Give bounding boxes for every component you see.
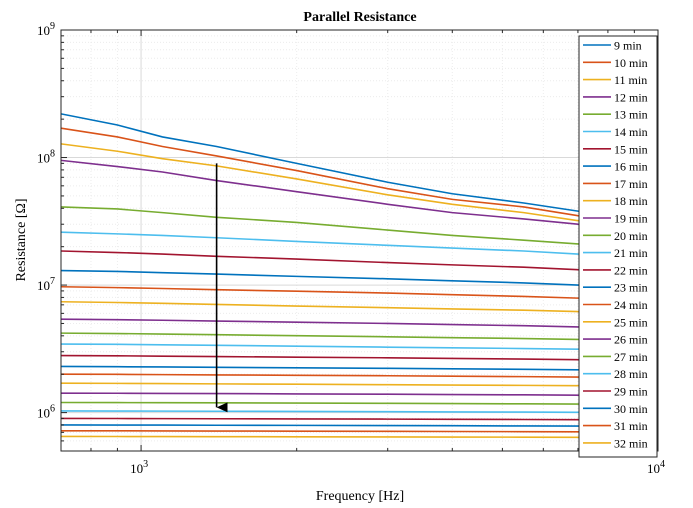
legend-entry: 16 min [583, 160, 648, 174]
series-line [61, 332, 658, 342]
y-axis-label: Resistance [Ω] [14, 198, 29, 281]
series-line [61, 354, 658, 362]
legend: 9 min 10 min 11 min 12 min 13 min 14 min 15 mi… [578, 35, 658, 458]
series-line [61, 435, 658, 439]
x-tick-label: 104 [647, 459, 665, 476]
legend-entry: 23 min [583, 281, 648, 295]
legend-label: 17 min [614, 177, 648, 191]
series-layer [61, 113, 658, 439]
legend-entry: 9 min [583, 39, 642, 53]
legend-label: 30 min [614, 402, 648, 416]
legend-entry: 32 min [583, 436, 648, 450]
legend-entry: 12 min [583, 90, 648, 104]
legend-label: 26 min [614, 333, 648, 347]
legend-entry: 26 min [583, 333, 648, 347]
legend-entry: 28 min [583, 367, 648, 381]
legend-entry: 27 min [583, 350, 648, 364]
series-line [61, 113, 658, 222]
legend-label: 11 min [614, 73, 647, 87]
series-line [61, 392, 658, 397]
legend-entry: 30 min [583, 402, 648, 416]
legend-entry: 10 min [583, 56, 648, 70]
legend-label: 29 min [614, 385, 648, 399]
y-tick-label: 107 [37, 276, 55, 293]
legend-label: 24 min [614, 298, 648, 312]
legend-label: 25 min [614, 315, 648, 329]
series-line [61, 424, 658, 428]
series-line [61, 417, 658, 421]
legend-label: 23 min [614, 281, 648, 295]
x-axis-label: Frequency [Hz] [316, 489, 404, 504]
legend-label: 16 min [614, 160, 648, 174]
series-line [61, 143, 658, 229]
legend-label: 31 min [614, 419, 648, 433]
y-tick-label: 106 [37, 404, 55, 421]
y-tick-label: 108 [37, 149, 55, 166]
series-line [61, 231, 658, 259]
legend-entry: 15 min [583, 142, 648, 156]
legend-entry: 18 min [583, 194, 648, 208]
legend-label: 22 min [614, 263, 648, 277]
series-line [61, 269, 658, 289]
series-line [61, 250, 658, 274]
legend-label: 10 min [614, 56, 648, 70]
legend-entry: 21 min [583, 246, 648, 260]
series-line [61, 430, 658, 433]
legend-label: 15 min [614, 142, 648, 156]
legend-entry: 14 min [583, 125, 648, 139]
legend-box [578, 35, 658, 458]
series-line [61, 401, 658, 406]
legend-entry: 24 min [583, 298, 648, 312]
y-tick-label: 109 [37, 21, 55, 38]
series-line [61, 206, 658, 251]
legend-entry: 20 min [583, 229, 648, 243]
series-line [61, 365, 658, 372]
legend-entry: 17 min [583, 177, 648, 191]
legend-entry: 19 min [583, 212, 648, 226]
legend-label: 13 min [614, 108, 648, 122]
series-line [61, 318, 658, 330]
series-line [61, 343, 658, 352]
chart-title: Parallel Resistance [303, 10, 416, 25]
legend-label: 21 min [614, 246, 648, 260]
legend-label: 12 min [614, 90, 648, 104]
legend-label: 9 min [614, 39, 642, 53]
series-line [61, 410, 658, 414]
series-line [61, 159, 658, 231]
legend-entry: 13 min [583, 108, 648, 122]
legend-label: 32 min [614, 436, 648, 450]
legend-label: 27 min [614, 350, 648, 364]
series-line [61, 127, 658, 226]
plot-area-background [61, 30, 658, 451]
series-line [61, 300, 658, 315]
series-line [61, 285, 658, 302]
plot-area-border [60, 29, 659, 452]
legend-label: 20 min [614, 229, 648, 243]
legend-entry: 29 min [583, 385, 648, 399]
x-tick-label: 103 [130, 459, 148, 476]
legend-entry: 11 min [583, 73, 647, 87]
legend-label: 18 min [614, 194, 648, 208]
legend-label: 14 min [614, 125, 648, 139]
series-line [61, 382, 658, 388]
legend-entry: 25 min [583, 315, 648, 329]
legend-label: 19 min [614, 212, 648, 226]
legend-entry: 22 min [583, 263, 648, 277]
legend-label: 28 min [614, 367, 648, 381]
tick-layer: 103 104 106 107 108 109 [37, 21, 665, 476]
legend-entry: 31 min [583, 419, 648, 433]
series-line [61, 373, 658, 379]
